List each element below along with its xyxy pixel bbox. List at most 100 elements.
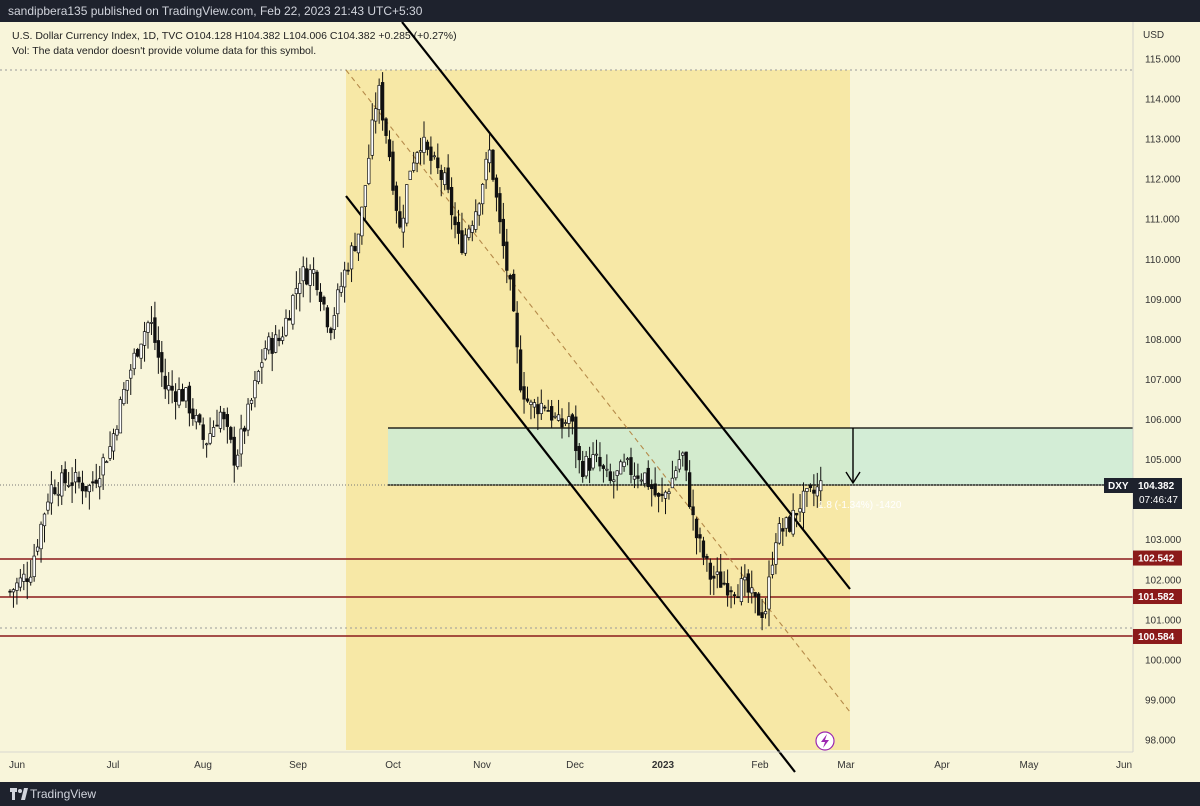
candle-down <box>387 139 392 158</box>
candle-up <box>432 155 436 158</box>
y-tick-label: 114.000 <box>1145 95 1181 106</box>
candle-up <box>142 331 147 346</box>
candle-down <box>650 484 654 490</box>
candle-up <box>239 428 243 455</box>
lightning-icon[interactable] <box>815 731 835 751</box>
candle-up <box>35 546 40 552</box>
candle-up <box>11 589 16 593</box>
x-axis-ticks[interactable]: Jun Jul Aug Sep Oct Nov Dec 2023 Feb Mar Apr May Jun <box>9 760 1132 771</box>
candle-down <box>515 312 519 348</box>
publisher-text: sandipbera135 published on TradingView.c… <box>8 4 423 18</box>
channel-mid-line <box>345 69 851 713</box>
candle-up <box>677 459 681 470</box>
candle-up <box>149 322 154 324</box>
y-tick-label: 106.000 <box>1145 415 1182 426</box>
candle-down <box>222 411 226 420</box>
candle-down <box>201 424 205 440</box>
candle-down <box>577 446 581 461</box>
y-tick-label: 99.000 <box>1145 695 1176 706</box>
down-arrow-icon <box>845 471 861 485</box>
candle-up <box>670 477 675 489</box>
candle-down <box>8 590 12 593</box>
candle-down <box>170 385 174 391</box>
candle-up <box>408 170 412 180</box>
candle-up <box>819 480 823 492</box>
y-tick-label: 100.000 <box>1145 655 1182 666</box>
candle-down <box>546 410 550 412</box>
candle-down <box>384 118 388 136</box>
candle-up <box>481 184 485 205</box>
last-price-badge <box>1133 478 1182 509</box>
candle-up <box>56 493 60 496</box>
channel-lower-line <box>345 195 796 773</box>
footer-bar: TradingView <box>0 782 1200 806</box>
candle-up <box>111 433 116 452</box>
candle-down <box>225 414 230 427</box>
candle-down <box>522 386 526 400</box>
candle-down <box>305 268 309 285</box>
candle-up <box>298 282 302 294</box>
candle-down <box>570 414 574 422</box>
support-badge <box>1133 628 1182 644</box>
support-badge <box>1133 550 1182 566</box>
candle-up <box>632 475 637 480</box>
candle-up <box>132 352 136 370</box>
candle-down <box>198 414 202 423</box>
candle-up <box>194 415 198 423</box>
candle-up <box>98 478 102 488</box>
candle-down <box>232 436 236 466</box>
x-tick-label: Dec <box>566 760 584 771</box>
candle-down <box>91 481 95 484</box>
candle-up <box>343 269 347 288</box>
candle-up <box>815 486 819 497</box>
candle-down <box>636 475 640 479</box>
candle-up <box>539 402 543 414</box>
candle-down <box>691 506 695 516</box>
y-tick-label: 110.000 <box>1145 255 1181 266</box>
candle-up <box>625 458 630 461</box>
candle-up <box>801 490 806 513</box>
candle-down <box>536 404 540 415</box>
tradingview-logo-icon[interactable] <box>10 788 28 800</box>
footer-brand[interactable]: TradingView <box>30 787 97 801</box>
candle-down <box>491 149 495 180</box>
measure-label: 1.8 (-1.34%) -1420 <box>818 500 902 511</box>
candle-down <box>287 318 292 321</box>
candle-down <box>587 458 592 471</box>
candle-down <box>701 540 706 558</box>
support-badge <box>1133 589 1182 605</box>
candle-up <box>643 472 647 484</box>
candle-down <box>163 375 167 390</box>
candle-down <box>705 555 709 559</box>
candle-up <box>374 108 378 122</box>
channel-fill <box>346 70 850 750</box>
candle-up <box>15 582 19 591</box>
y-tick-label: 111.000 <box>1145 215 1180 226</box>
candle-up <box>363 185 367 207</box>
candle-up <box>532 402 537 408</box>
candle-up <box>60 472 64 497</box>
candle-down <box>608 471 612 481</box>
candle-up <box>770 564 775 575</box>
candle-up <box>622 461 626 467</box>
candle-down <box>94 479 98 484</box>
candle-up <box>556 414 561 421</box>
candle-down <box>453 216 457 226</box>
candle-down <box>398 211 402 228</box>
candle-up <box>529 401 533 405</box>
candle-down <box>694 518 699 539</box>
candle-up <box>639 479 643 482</box>
candle-up <box>274 334 278 353</box>
candle-up <box>177 389 181 406</box>
candle-down <box>512 273 516 312</box>
candle-up <box>591 454 595 469</box>
candle-down <box>322 296 326 305</box>
candle-down <box>812 489 816 494</box>
price-chart[interactable]: 1.8 (-1.34%) -1420 USD 115.000 114.000 113… <box>0 22 1200 782</box>
candle-down <box>653 483 657 496</box>
candle-up <box>805 488 809 492</box>
candle-down <box>70 482 74 486</box>
candle-up <box>339 285 343 293</box>
y-tick-label: 108.000 <box>1145 335 1182 346</box>
symbol-badge <box>1104 478 1133 493</box>
